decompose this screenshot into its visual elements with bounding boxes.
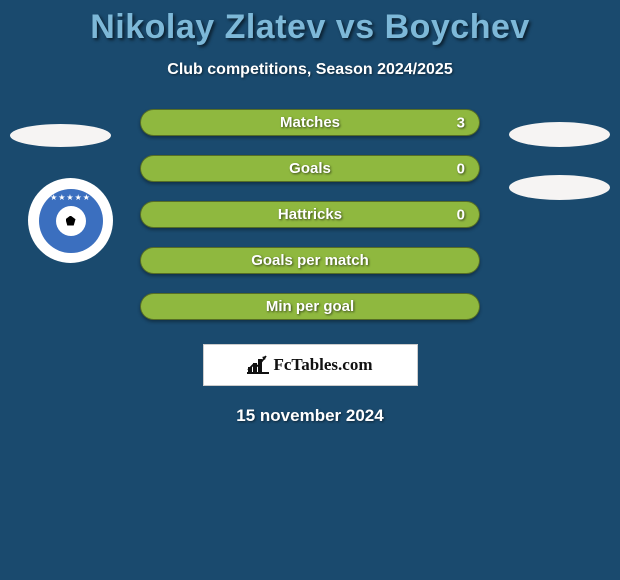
stat-value: 0 (457, 160, 465, 177)
subtitle: Club competitions, Season 2024/2025 (0, 61, 620, 79)
club-badge: ★★★★★ (28, 178, 113, 263)
brand-box[interactable]: FcTables.com (203, 344, 418, 386)
stat-bar-matches: Matches 3 (140, 109, 480, 136)
stat-label: Matches (280, 114, 340, 131)
stat-value: 3 (457, 114, 465, 131)
soccer-ball-icon (56, 206, 86, 236)
stat-value: 0 (457, 206, 465, 223)
stat-bar-hattricks: Hattricks 0 (140, 201, 480, 228)
ellipse-left-1 (10, 124, 111, 147)
stats-container: Matches 3 Goals 0 Hattricks 0 Goals per … (140, 109, 480, 320)
stat-bar-min-per-goal: Min per goal (140, 293, 480, 320)
club-badge-stars-icon: ★★★★★ (39, 193, 103, 202)
stat-label: Goals (289, 160, 331, 177)
bar-chart-icon (247, 356, 269, 374)
club-badge-inner: ★★★★★ (39, 189, 103, 253)
stat-label: Goals per match (251, 252, 369, 269)
brand-text: FcTables.com (273, 355, 372, 375)
stat-bar-goals: Goals 0 (140, 155, 480, 182)
date-text: 15 november 2024 (0, 406, 620, 426)
page-title: Nikolay Zlatev vs Boychev (0, 0, 620, 47)
stat-label: Hattricks (278, 206, 342, 223)
stat-label: Min per goal (266, 298, 354, 315)
stat-bar-goals-per-match: Goals per match (140, 247, 480, 274)
ellipse-right-1 (509, 122, 610, 147)
ellipse-right-2 (509, 175, 610, 200)
